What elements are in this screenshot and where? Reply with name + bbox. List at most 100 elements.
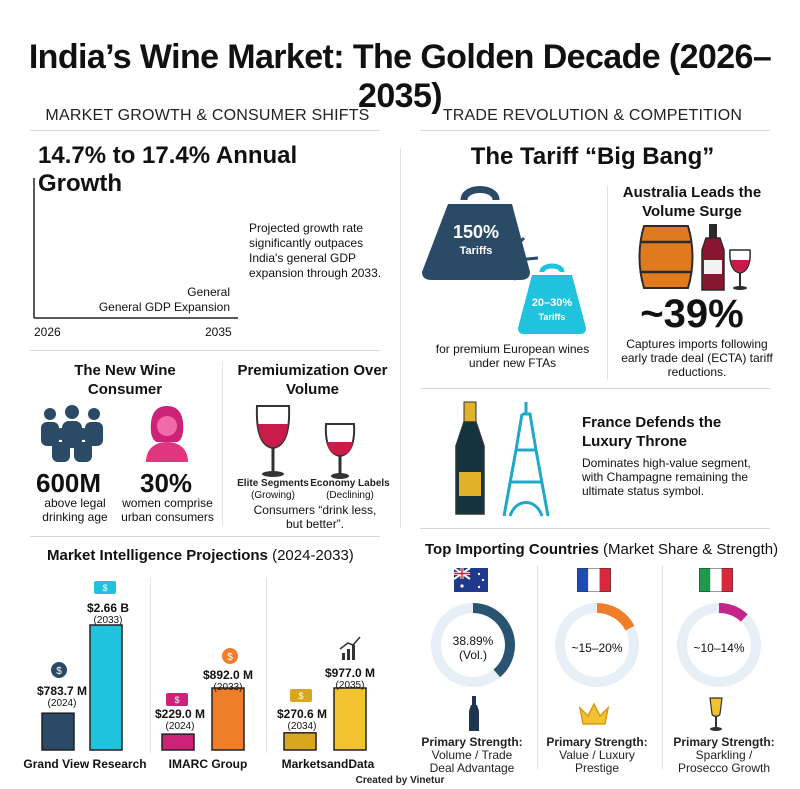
svg-text:$: $ (174, 695, 179, 705)
proj-divider-2 (266, 578, 267, 753)
stat-600m-value: 600M (36, 468, 102, 498)
importers-divider-2 (662, 565, 663, 770)
australia-flag-icon (454, 568, 488, 592)
imarc-value-2024: $229.0 M (154, 707, 206, 721)
gvr-value-2024: $783.7 M (36, 684, 88, 698)
premium-quote: Consumers “drink less, but better”. (253, 503, 377, 531)
imarc-value-2033: $892.0 M (202, 668, 254, 682)
australia-share-donut (431, 603, 515, 687)
gvr-name: Grand View Research (23, 757, 147, 771)
australia-stat: ~39% (640, 292, 744, 336)
france-flag-icon (577, 568, 611, 592)
projection-bar-1-0 (161, 733, 195, 751)
stat-600m-label: above legal drinking age (42, 496, 108, 524)
imarc-year-2033: (2033) (213, 682, 243, 693)
france-donut-label: ~15–20% (571, 641, 623, 655)
gvr-value-2033: $2.66 B (86, 601, 130, 615)
importers-title-rest: (Market Share & Strength) (598, 541, 779, 558)
australia-caption: Captures imports following early trade d… (621, 337, 773, 379)
mad-value-2034: $270.6 M (276, 707, 328, 721)
mad-value-2035: $977.0 M (324, 666, 376, 680)
wine-glass-icon (729, 249, 751, 290)
svg-text:$: $ (56, 666, 62, 677)
svg-text:$: $ (298, 691, 303, 701)
growth-x-start: 2026 (34, 325, 61, 339)
grand-view-cash-icon: $ (94, 581, 116, 594)
australia-strength-title: Primary Strength: (421, 735, 523, 749)
wine-bottle-icon (469, 696, 479, 731)
projection-bar-2-0 (283, 732, 317, 751)
marketsanddata-cash-icon: $ (290, 689, 312, 702)
right-section-header: TRADE REVOLUTION & COMPETITION (442, 107, 743, 124)
barrel-icon (638, 225, 694, 289)
france-strength-2: Prestige (574, 761, 620, 775)
projection-bar-0-1 (89, 624, 123, 751)
growth-headline: 14.7% to 17.4% Annual Growth (38, 142, 298, 197)
france-strength-1: Value / Luxury (559, 748, 635, 762)
stat-30-value: 30% (140, 468, 193, 498)
small-wine-glass-icon (324, 423, 356, 479)
economy-labels-label: Economy Labels (310, 478, 390, 489)
tariff-australia-divider (607, 185, 608, 380)
woman-icon (146, 406, 188, 462)
small-weight-label: Tariffs (539, 312, 566, 322)
sparkling-glass-icon (709, 697, 723, 731)
projections-title: Market Intelligence Projections (2024-20… (47, 547, 387, 564)
wine-bottle-icon (701, 224, 725, 291)
credit-text: Created by Vinetur (355, 775, 445, 786)
right-header-rule (420, 130, 770, 131)
elite-segments-sub: (Growing) (251, 490, 295, 501)
tariff-caption: for premium European wines under new FTA… (435, 342, 590, 370)
champagne-bottle-icon (455, 401, 485, 515)
italy-strength-title: Primary Strength: (673, 735, 775, 749)
france-share-donut (555, 603, 639, 687)
italy-share-donut (677, 603, 761, 687)
france-divider (420, 528, 770, 529)
barrel-bottle-glass-icon (638, 224, 751, 291)
italy-strength-2: Prosecco Growth (677, 761, 771, 775)
proj-divider-1 (150, 578, 151, 753)
growth-line-label-1: General (187, 285, 230, 299)
consumer-title: The New Wine Consumer (74, 362, 176, 398)
imarc-name: IMARC Group (168, 757, 248, 771)
svg-text:$: $ (102, 583, 107, 593)
left-header-rule (30, 130, 380, 131)
consumer-premium-divider (222, 362, 223, 527)
premium-divider (30, 536, 380, 537)
gvr-year-2024: (2024) (47, 698, 77, 709)
projections-title-rest: (2024-2033) (267, 547, 354, 564)
importers-title-bold: Top Importing Countries (425, 541, 599, 558)
premium-title: Premiumization Over Volume (237, 362, 388, 398)
italy-flag-icon (699, 568, 733, 592)
gvr-year-2033: (2033) (93, 615, 123, 626)
small-weight-pct: 20–30% (532, 297, 573, 309)
large-wine-glass-icon (255, 405, 291, 477)
big-weight-pct: 150% (453, 222, 499, 242)
growth-x-end: 2035 (205, 325, 232, 339)
elite-segments-label: Elite Segments (237, 478, 309, 489)
france-title: France Defends the Luxury Throne (582, 414, 722, 450)
importers-title: Top Importing Countries (Market Share & … (425, 541, 795, 558)
france-caption: Dominates high-value segment, with Champ… (582, 456, 751, 498)
tariff-weights-icon: 150% Tariffs 20–30% Tariffs (422, 186, 586, 334)
australia-strength-1: Volume / Trade (431, 748, 513, 762)
projection-bar-2-1 (333, 687, 367, 751)
page-title: India’s Wine Market: The Golden Decade (… (28, 38, 772, 115)
projection-bar-0-0 (41, 712, 75, 751)
mad-name: MarketsandData (281, 757, 375, 771)
imarc-cash-icon: $ (166, 693, 188, 706)
champagne-eiffel-icon (455, 401, 550, 517)
grand-view-dollar-icon: $ (51, 662, 67, 678)
economy-labels-sub: (Declining) (326, 490, 374, 501)
australia-donut-label-2: (Vol.) (458, 648, 487, 662)
tariff-headline: The Tariff “Big Bang” (470, 143, 715, 170)
france-strength-title: Primary Strength: (546, 735, 648, 749)
eiffel-tower-icon (502, 402, 550, 517)
left-section-header: MARKET GROWTH & CONSUMER SHIFTS (45, 107, 370, 124)
projections-chart: $ $ $ $ $ (41, 581, 367, 751)
imarc-coin-icon: $ (222, 648, 238, 664)
growth-chart-axes (33, 178, 238, 319)
growth-divider (30, 350, 380, 351)
imarc-year-2024: (2024) (165, 721, 195, 732)
australia-donut-label-1: 38.89% (452, 634, 494, 648)
